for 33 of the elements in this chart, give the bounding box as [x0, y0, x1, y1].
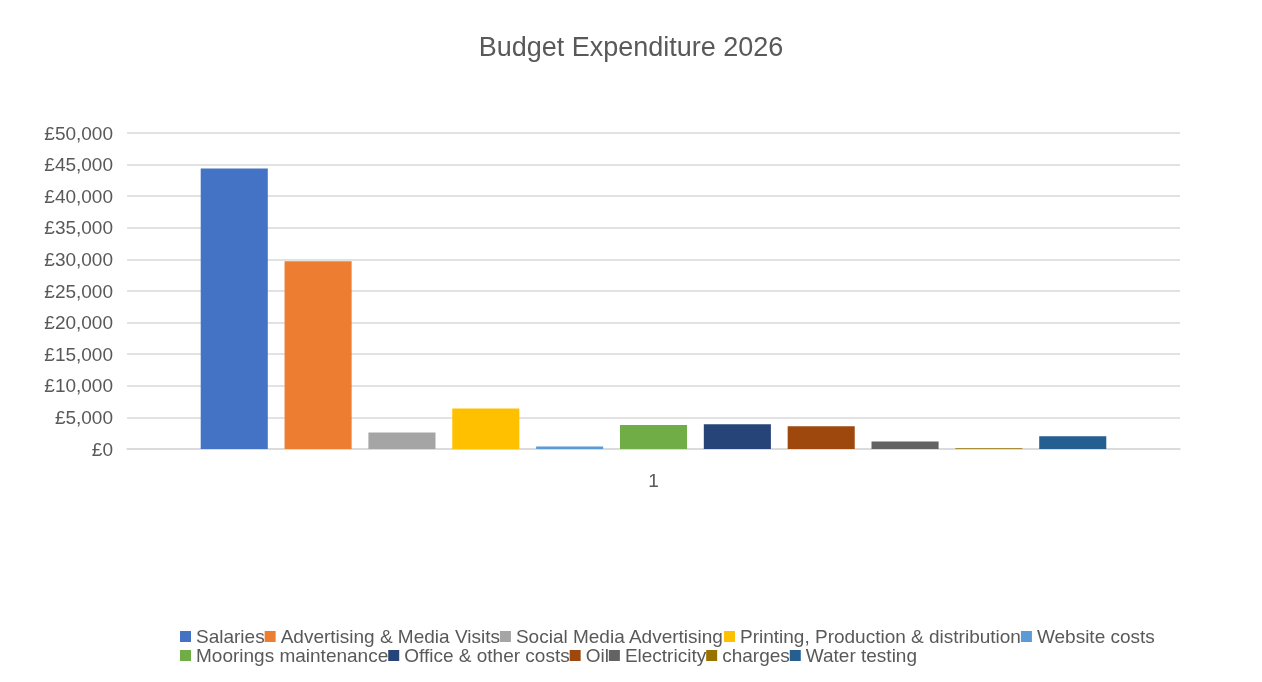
chart-title: Budget Expenditure 2026: [478, 31, 784, 62]
bar: [200, 168, 268, 449]
bar: [703, 424, 771, 449]
bar: [619, 424, 688, 449]
bar: [452, 408, 520, 449]
bar: [1039, 436, 1107, 449]
bar: [284, 261, 352, 449]
y-tick-label: £20,000: [44, 312, 113, 334]
bar: [368, 432, 436, 449]
y-tick-label: £15,000: [44, 343, 113, 365]
y-tick-label: £0: [91, 438, 113, 460]
y-tick-label: £35,000: [44, 217, 113, 239]
x-tick-label: 1: [648, 470, 659, 491]
y-tick-label: £25,000: [44, 280, 113, 302]
y-tick-label: £50,000: [44, 122, 113, 144]
legend-label: Oil: [585, 645, 609, 666]
legend-label: Water testing: [805, 645, 917, 666]
y-tick-label: £10,000: [44, 375, 113, 397]
legend-label: Advertising & Media Visits: [280, 626, 500, 647]
y-tick-label: £30,000: [44, 248, 113, 270]
y-tick-label: £40,000: [44, 185, 113, 207]
legend-label: Website costs: [1036, 626, 1155, 647]
legend-label: Social Media Advertising: [515, 626, 723, 647]
legend-label: Salaries: [196, 626, 265, 647]
legend-label: Electricity: [624, 645, 707, 666]
y-tick-label: £45,000: [44, 154, 113, 176]
legend-label: Printing, Production & distribution: [739, 626, 1021, 647]
legend-label: Office & other costs: [404, 645, 570, 666]
legend-label: charges: [722, 645, 790, 666]
bar: [536, 446, 604, 449]
y-tick-label: £5,000: [54, 406, 113, 428]
bar: [871, 441, 939, 449]
bar: [787, 426, 855, 449]
